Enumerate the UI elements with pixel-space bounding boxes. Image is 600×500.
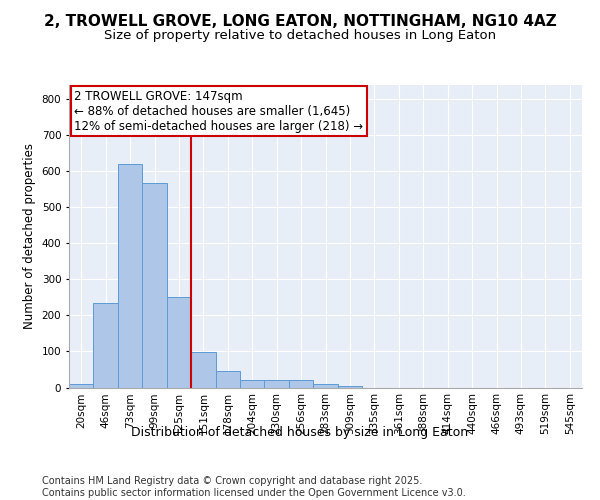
Y-axis label: Number of detached properties: Number of detached properties [23,143,36,329]
Bar [191,352,215,388]
Bar [167,296,191,388]
Text: Distribution of detached houses by size in Long Eaton: Distribution of detached houses by size … [131,426,469,439]
Text: 2 TROWELL GROVE: 147sqm
← 88% of detached houses are smaller (1,645)
12% of semi: 2 TROWELL GROVE: 147sqm ← 88% of detache… [74,90,363,132]
Bar [94,303,118,388]
Bar [215,371,240,388]
Bar [142,183,167,388]
Text: Contains HM Land Registry data © Crown copyright and database right 2025.
Contai: Contains HM Land Registry data © Crown c… [42,476,466,498]
Bar [69,384,94,388]
Text: 2, TROWELL GROVE, LONG EATON, NOTTINGHAM, NG10 4AZ: 2, TROWELL GROVE, LONG EATON, NOTTINGHAM… [44,14,556,29]
Bar [240,380,265,388]
Bar [118,164,142,388]
Bar [338,386,362,388]
Bar [265,380,289,388]
Bar [289,380,313,388]
Bar [313,384,338,388]
Text: Size of property relative to detached houses in Long Eaton: Size of property relative to detached ho… [104,29,496,42]
